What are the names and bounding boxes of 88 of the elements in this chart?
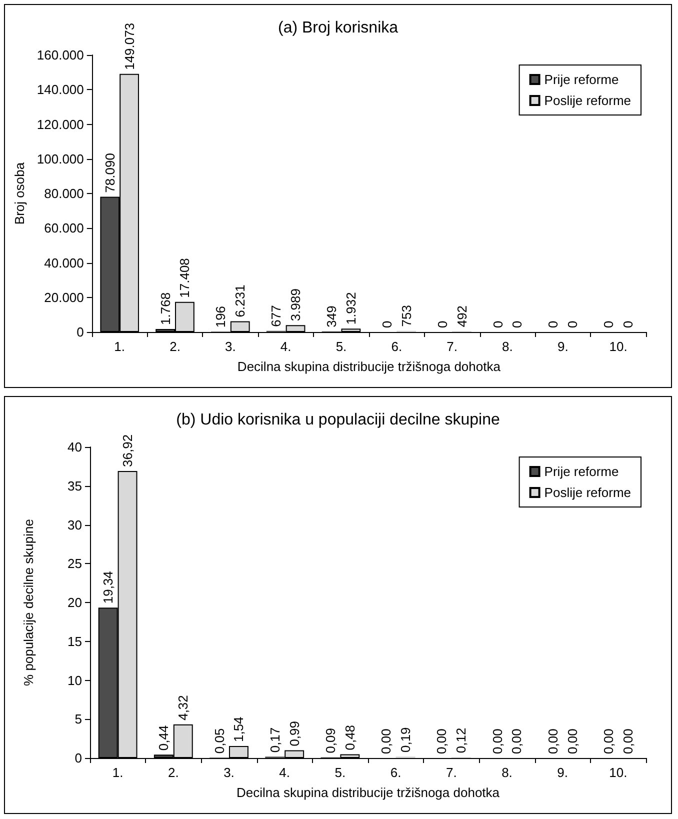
x-tick-label: 7. [446, 339, 458, 354]
y-tick-label: 15 [68, 634, 82, 649]
x-tick-label: 4. [280, 339, 292, 354]
y-tick-label: 120.000 [36, 116, 84, 132]
x-tick-label: 8. [502, 765, 512, 780]
x-tick-label: 1. [112, 765, 124, 780]
data-label: 0,00 [620, 728, 636, 754]
legend-label: Poslije reforme [544, 485, 632, 500]
y-tick-label: 40.000 [44, 255, 84, 270]
data-label: 0 [379, 320, 394, 328]
data-label: 0 [601, 320, 616, 328]
data-label: 0,00 [378, 728, 394, 754]
data-label: 1.768 [158, 292, 173, 325]
data-label: 0,00 [509, 728, 524, 754]
x-tick-label: 2. [170, 339, 180, 354]
y-axis-title: % populacije decilne skupine [21, 519, 36, 686]
data-label: 149.073 [122, 22, 137, 70]
x-tick-label: 10. [609, 339, 628, 354]
x-axis-title: Decilna skupina distribucije tržišnoga dohotka [237, 359, 502, 374]
x-tick-label: 3. [224, 765, 234, 780]
data-label: 0 [490, 320, 506, 328]
chart-title: (a) Broj korisnika [278, 20, 398, 36]
data-label: 0,19 [398, 727, 414, 753]
data-label: 677 [268, 305, 284, 327]
data-label: 0 [434, 320, 450, 328]
data-label: 36,92 [120, 434, 136, 467]
y-tick-label: 100.000 [36, 151, 84, 166]
x-tick-label: 9. [557, 765, 568, 780]
data-label: 6.231 [232, 284, 248, 318]
x-tick-label: 5. [334, 765, 346, 780]
data-label: 0,00 [490, 728, 505, 754]
data-label: 0 [565, 320, 580, 328]
y-tick-label: 25 [68, 556, 82, 572]
y-tick-label: 60.000 [44, 220, 84, 236]
data-label: 0 [510, 320, 525, 328]
x-tick-label: 3. [224, 339, 236, 354]
x-tick-label: 6. [391, 339, 402, 354]
data-label: 0,00 [545, 728, 560, 754]
data-label: 0,05 [212, 728, 227, 754]
data-label: 0,17 [267, 727, 282, 753]
data-label: 17.408 [177, 258, 192, 298]
data-label: 0,99 [286, 720, 302, 746]
data-label: 0,44 [156, 725, 172, 751]
legend-label: Prije reforme [544, 72, 619, 87]
x-tick-label: 10. [609, 765, 628, 780]
data-label: 0,00 [564, 728, 580, 754]
x-tick-label: 7. [446, 765, 457, 780]
x-tick-label: 1. [114, 339, 126, 354]
data-label: 3.989 [288, 288, 304, 322]
x-tick-label: 2. [168, 765, 179, 780]
data-label: 0,09 [322, 728, 338, 754]
x-tick-label: 8. [502, 339, 513, 354]
data-label: 1,54 [231, 716, 246, 742]
y-tick-label: 20.000 [44, 290, 84, 305]
data-label: 196 [213, 306, 228, 328]
data-label: 349 [324, 306, 340, 328]
x-tick-label: 4. [279, 765, 290, 780]
x-tick-label: 6. [390, 765, 402, 780]
chart-title: (b) Udio korisnika u populaciji decilne skupine [176, 412, 500, 428]
y-tick-label: 0 [76, 324, 84, 340]
data-label: 1.932 [343, 292, 358, 325]
y-tick-label: 140.000 [36, 82, 84, 98]
y-tick-label: 20 [68, 595, 82, 610]
x-tick-label: 5. [336, 339, 347, 354]
legend-label: Poslije reforme [544, 93, 632, 108]
data-label: 0,12 [454, 728, 469, 754]
data-label: 0 [620, 320, 636, 328]
y-axis-title: Broj osoba [12, 162, 27, 225]
y-tick-label: 80.000 [44, 186, 84, 201]
data-label: 753 [398, 304, 414, 327]
data-label: 0,48 [342, 724, 358, 750]
data-label: 0,00 [434, 728, 450, 754]
x-tick-label: 9. [557, 339, 568, 354]
y-tick-label: 35 [68, 478, 82, 494]
y-tick-label: 30 [68, 517, 82, 532]
y-tick-label: 5 [74, 712, 82, 727]
data-label: 0 [546, 320, 561, 328]
data-label: 19,34 [100, 571, 116, 604]
data-label: 4,32 [176, 695, 191, 720]
data-label: 0,00 [600, 728, 616, 754]
data-label: 78.090 [102, 153, 118, 193]
x-axis-title: Decilna skupina distribucije tržišnoga dohotka [236, 785, 500, 800]
legend-label: Prije reforme [544, 464, 619, 479]
y-tick-label: 40 [68, 440, 82, 454]
y-tick-label: 10 [68, 672, 82, 688]
y-tick-label: 160.000 [36, 48, 84, 62]
y-tick-label: 0 [74, 750, 82, 766]
data-label: 492 [454, 305, 470, 328]
